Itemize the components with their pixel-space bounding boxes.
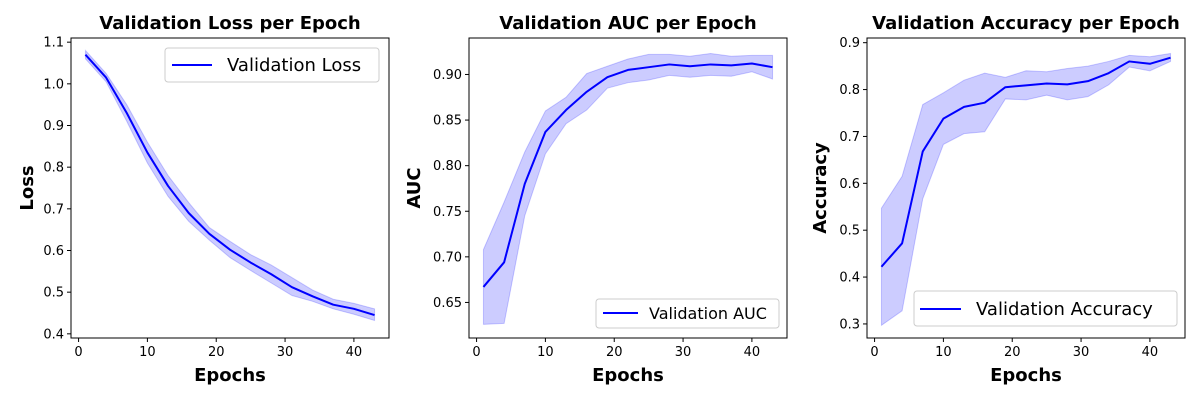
legend-box (595, 298, 780, 329)
legend: Validation Loss (164, 47, 380, 83)
y-axis-label: Loss (17, 165, 38, 210)
y-axis-label: AUC (404, 167, 425, 208)
x-tick-label: 0 (74, 345, 82, 360)
y-tick-label: 0.7 (839, 130, 860, 145)
legend: Validation AUC (595, 298, 780, 329)
confidence-band (880, 52, 1172, 327)
y-tick-label: 0.3 (839, 317, 860, 332)
chart-panel-3: Validation Accuracy per Epoch 0 10 20 30 40 0.… (810, 13, 1186, 386)
y-tick-label: 0.5 (43, 286, 64, 301)
y-tick-label: 0.8 (839, 83, 860, 98)
y-tick-label: 1.1 (43, 36, 64, 51)
chart-title: Validation Loss per Epoch (99, 13, 360, 34)
chart-title: Validation AUC per Epoch (499, 13, 756, 34)
legend-label: Validation AUC (649, 304, 767, 323)
series-line (84, 54, 375, 317)
y-tick-label: 0.9 (43, 119, 64, 134)
plot-frame (866, 37, 1186, 339)
y-tick-label: 0.80 (433, 159, 462, 174)
y-tick-label: 0.70 (433, 250, 462, 265)
x-tick-label: 10 (139, 345, 156, 360)
legend-label: Validation Loss (227, 55, 361, 76)
y-tick-label: 0.8 (43, 161, 64, 176)
x-tick-label: 10 (537, 345, 554, 360)
x-tick-label: 0 (472, 345, 480, 360)
legend-box (913, 290, 1178, 327)
x-tick-label: 40 (346, 345, 363, 360)
x-tick-label: 40 (1142, 345, 1159, 360)
chart-panel-2: Validation AUC per Epoch 0 10 20 30 40 0.65 0.7… (404, 13, 788, 386)
y-tick-label: 0.9 (839, 36, 860, 51)
y-tick-label: 0.5 (839, 224, 860, 239)
confidence-band (84, 49, 376, 322)
plot-frame (468, 37, 788, 339)
x-tick-label: 20 (606, 345, 623, 360)
y-tick-label: 0.7 (43, 202, 64, 217)
plot-frame (70, 37, 390, 339)
legend-label: Validation Accuracy (976, 299, 1153, 320)
y-tick-label: 0.75 (433, 205, 462, 220)
x-tick-label: 30 (277, 345, 294, 360)
chart-title: Validation Accuracy per Epoch (872, 13, 1180, 34)
y-tick-label: 0.6 (43, 244, 64, 259)
chart-panel-1: Validation Loss per Epoch 0 10 20 30 40 0.4 0.5… (17, 13, 390, 386)
legend: Validation Accuracy (913, 290, 1178, 327)
x-tick-label: 40 (744, 345, 761, 360)
y-tick-label: 0.6 (839, 177, 860, 192)
y-axis-label: Accuracy (810, 142, 831, 234)
legend-box (164, 47, 380, 83)
x-axis-label: Epochs (990, 365, 1062, 386)
y-tick-label: 0.4 (839, 271, 860, 286)
x-tick-label: 20 (1004, 345, 1021, 360)
x-axis-label: Epochs (194, 365, 266, 386)
y-tick-label: 0.90 (433, 68, 462, 83)
x-tick-label: 30 (675, 345, 692, 360)
y-tick-label: 0.4 (43, 327, 64, 342)
x-tick-label: 20 (208, 345, 225, 360)
x-tick-label: 30 (1073, 345, 1090, 360)
x-axis-label: Epochs (592, 365, 664, 386)
y-tick-label: 0.85 (433, 114, 462, 129)
confidence-band (482, 52, 774, 325)
x-tick-label: 0 (870, 345, 878, 360)
y-tick-label: 0.65 (433, 296, 462, 311)
x-tick-label: 10 (935, 345, 952, 360)
y-tick-label: 1.0 (43, 77, 64, 92)
